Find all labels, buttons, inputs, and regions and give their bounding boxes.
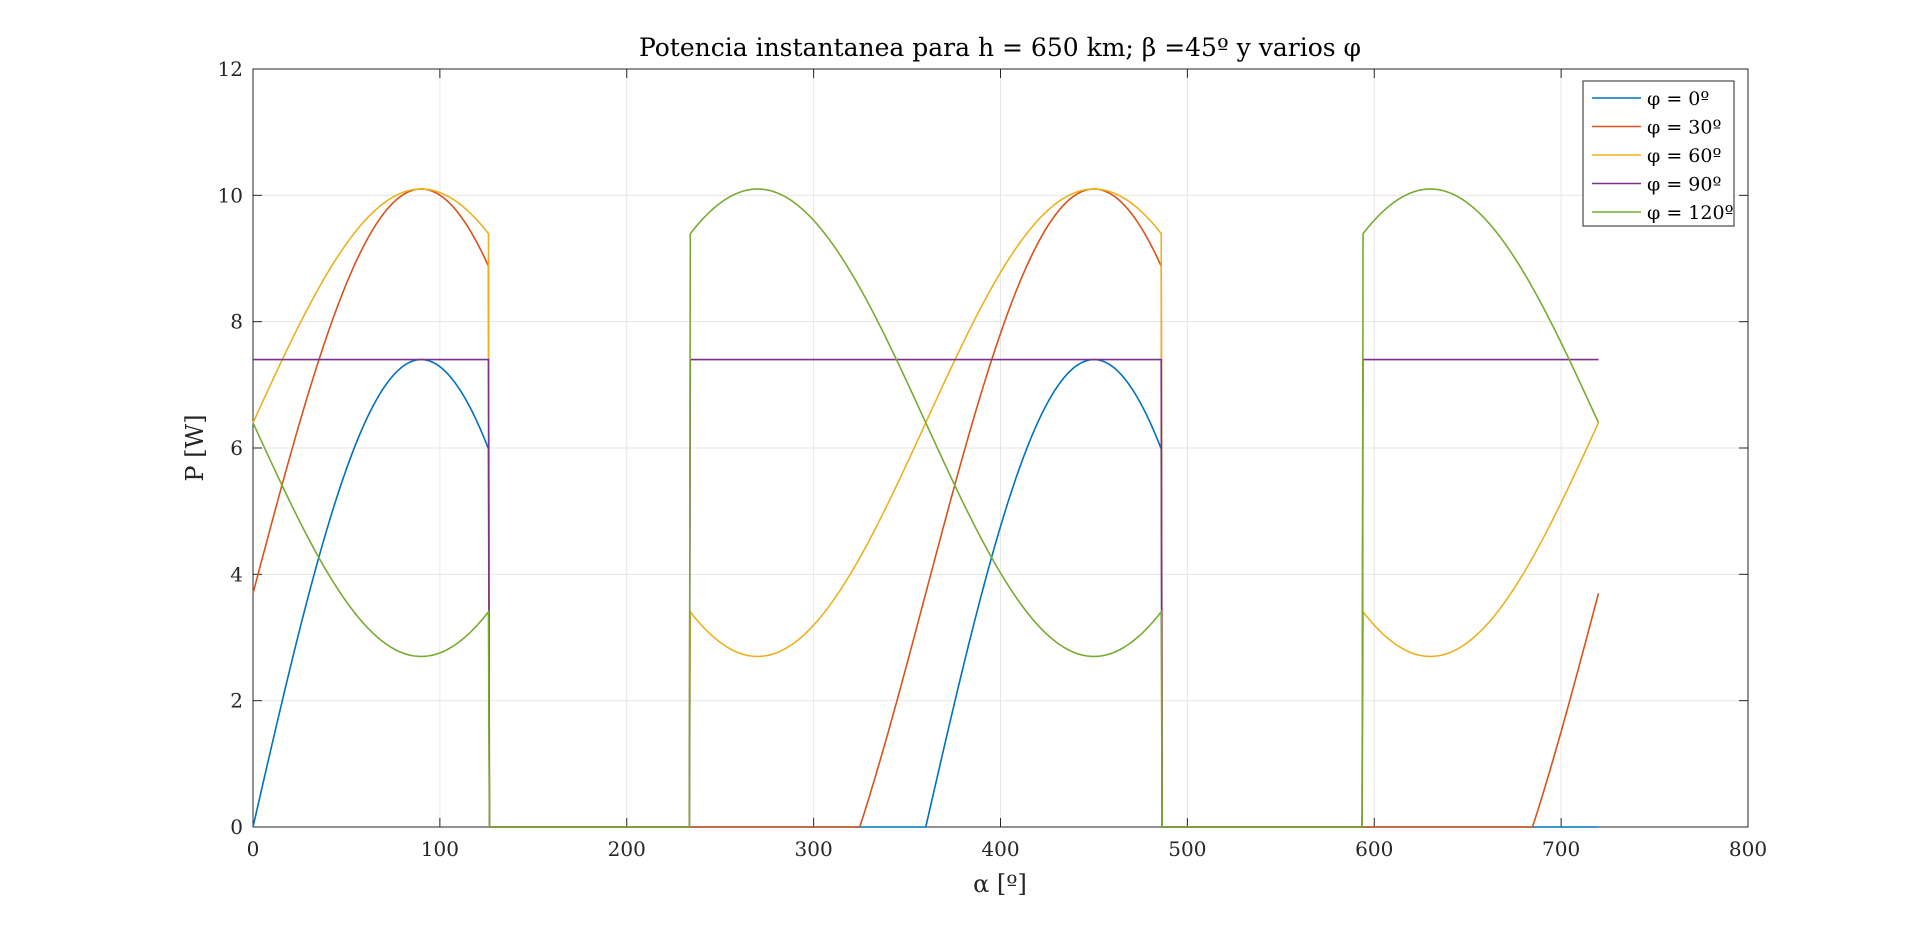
x-tick-label: 100 [421, 837, 459, 861]
y-tick-label: 0 [230, 815, 243, 839]
y-tick-label: 10 [218, 183, 243, 207]
y-tick-label: 6 [230, 436, 243, 460]
x-axis-label: α [º] [973, 870, 1027, 898]
y-tick-label: 8 [230, 310, 243, 334]
y-tick-label: 12 [218, 57, 243, 81]
x-tick-label: 200 [608, 837, 646, 861]
legend-label: φ = 90º [1647, 174, 1721, 196]
x-tick-label: 0 [247, 837, 260, 861]
x-tick-label: 800 [1729, 837, 1767, 861]
chart-title: Potencia instantanea para h = 650 km; β … [639, 33, 1361, 62]
legend: φ = 0º φ = 30º φ = 60º φ = 90º φ = 120º [1582, 80, 1735, 227]
x-tick-label: 600 [1355, 837, 1393, 861]
legend-label: φ = 0º [1647, 88, 1709, 110]
legend-label: φ = 60º [1647, 145, 1721, 167]
series-line-1 [252, 188, 1600, 828]
x-tick-label: 500 [1168, 837, 1206, 861]
x-tick-label: 300 [795, 837, 833, 861]
legend-label: φ = 120º [1647, 202, 1734, 224]
ticks: 0 100 200 300 400 500 600 700 800 0 2 4 6 8 10 12 [218, 57, 1768, 861]
y-tick-label: 2 [230, 689, 243, 713]
series-lines [252, 188, 1600, 828]
y-tick-label: 4 [230, 562, 243, 586]
x-tick-label: 400 [981, 837, 1019, 861]
series-line-3 [253, 358, 1599, 828]
x-tick-label: 700 [1542, 837, 1580, 861]
legend-label: φ = 30º [1647, 117, 1721, 139]
series-line-4 [252, 188, 1600, 828]
legend-box [1582, 80, 1735, 227]
y-axis-label: P [W] [181, 414, 209, 481]
